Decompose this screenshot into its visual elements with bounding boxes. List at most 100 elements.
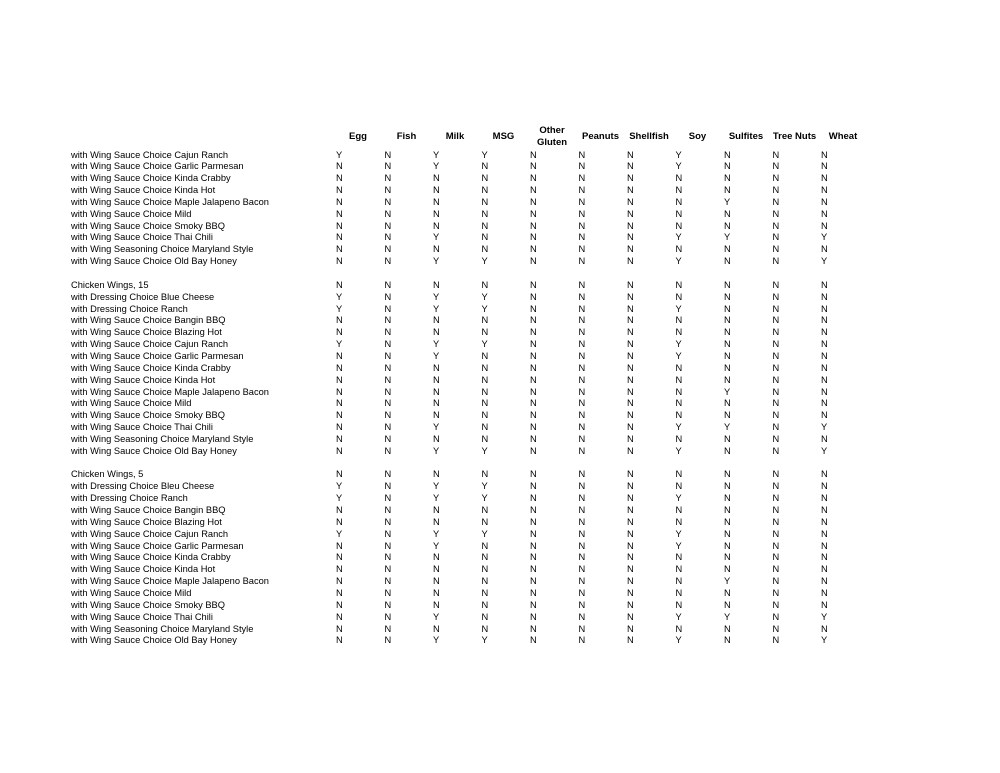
allergen-value: N bbox=[724, 398, 731, 409]
allergen-value: N bbox=[433, 279, 440, 290]
allergen-value: N bbox=[433, 505, 440, 515]
allergen-value: N bbox=[675, 386, 683, 397]
item-name: with Dressing Choice Bleu Cheese bbox=[71, 481, 215, 492]
allergen-value: Y bbox=[675, 540, 682, 551]
allergen-value: N bbox=[772, 564, 780, 575]
allergen-value: N bbox=[675, 244, 683, 255]
allergen-value: N bbox=[772, 433, 780, 444]
allergen-value: N bbox=[578, 362, 586, 373]
allergen-value: N bbox=[530, 374, 537, 385]
allergen-value: N bbox=[433, 208, 440, 219]
column-header: MSG bbox=[492, 131, 515, 142]
allergen-value: N bbox=[772, 303, 780, 314]
item-name: with Dressing Choice Ranch bbox=[71, 493, 188, 504]
allergen-value: Y bbox=[433, 635, 440, 646]
allergen-value: N bbox=[336, 516, 343, 527]
allergen-value: N bbox=[433, 552, 440, 563]
allergen-value: N bbox=[724, 564, 731, 575]
allergen-value: N bbox=[821, 185, 828, 196]
allergen-value: N bbox=[481, 161, 489, 172]
allergen-value: N bbox=[578, 469, 586, 480]
allergen-value: N bbox=[578, 232, 586, 243]
allergen-value: N bbox=[481, 587, 489, 598]
allergen-value: N bbox=[772, 339, 780, 350]
allergen-value: N bbox=[433, 433, 440, 444]
allergen-value: N bbox=[481, 516, 489, 527]
allergen-value: N bbox=[384, 173, 392, 184]
allergen-value: N bbox=[821, 161, 828, 172]
allergen-value: N bbox=[433, 244, 440, 255]
item-name: with Wing Sauce Choice Thai Chili bbox=[71, 422, 213, 433]
allergen-value: N bbox=[724, 362, 731, 373]
allergen-value: Y bbox=[433, 149, 440, 160]
allergen-value: N bbox=[384, 469, 392, 480]
allergen-value: N bbox=[724, 493, 731, 504]
allergen-value: N bbox=[530, 587, 537, 598]
allergen-value: N bbox=[821, 339, 828, 350]
allergen-value: N bbox=[772, 279, 780, 290]
allergen-value: Y bbox=[433, 339, 440, 350]
allergen-value: Y bbox=[821, 232, 828, 243]
allergen-value: Y bbox=[821, 611, 828, 622]
item-name: with Wing Sauce Choice Kinda Crabby bbox=[71, 173, 231, 184]
allergen-value: N bbox=[578, 445, 586, 456]
item-name: with Wing Sauce Choice Kinda Hot bbox=[71, 185, 216, 196]
allergen-value: N bbox=[627, 599, 634, 610]
allergen-value: N bbox=[578, 386, 586, 397]
allergen-value: N bbox=[384, 398, 392, 409]
allergen-value: Y bbox=[433, 291, 440, 302]
allergen-value: N bbox=[821, 433, 828, 444]
allergen-value: Y bbox=[481, 291, 488, 302]
allergen-value: N bbox=[675, 291, 683, 302]
allergen-value: N bbox=[433, 576, 440, 587]
allergen-value: N bbox=[724, 315, 731, 326]
allergen-value: N bbox=[433, 374, 440, 385]
allergen-value: N bbox=[821, 623, 828, 634]
item-name: with Wing Sauce Choice Bangin BBQ bbox=[71, 505, 226, 515]
allergen-value: N bbox=[384, 564, 392, 575]
allergen-value: N bbox=[433, 196, 440, 207]
allergen-value: N bbox=[336, 445, 343, 456]
allergen-value: N bbox=[772, 552, 780, 563]
allergen-value: Y bbox=[675, 256, 682, 267]
allergen-value: N bbox=[821, 398, 828, 409]
allergen-value: N bbox=[481, 564, 489, 575]
item-name: with Wing Sauce Choice Thai Chili bbox=[71, 232, 213, 243]
allergen-value: N bbox=[821, 481, 828, 492]
allergen-value: N bbox=[578, 587, 586, 598]
allergen-value: N bbox=[336, 232, 343, 243]
allergen-value: N bbox=[384, 516, 392, 527]
allergen-value: N bbox=[675, 505, 683, 515]
allergen-value: N bbox=[481, 611, 489, 622]
allergen-value: Y bbox=[433, 528, 440, 539]
allergen-value: N bbox=[772, 623, 780, 634]
allergen-value: N bbox=[675, 362, 683, 373]
item-name: with Wing Sauce Choice Maple Jalapeno Ba… bbox=[71, 196, 269, 207]
allergen-value: N bbox=[433, 410, 440, 421]
allergen-value: N bbox=[821, 505, 828, 515]
allergen-value: N bbox=[384, 374, 392, 385]
allergen-value: N bbox=[627, 481, 634, 492]
allergen-value: N bbox=[627, 469, 634, 480]
allergen-value: N bbox=[724, 587, 731, 598]
allergen-value: N bbox=[675, 587, 683, 598]
allergen-value: N bbox=[821, 469, 828, 480]
allergen-value: N bbox=[821, 220, 828, 231]
allergen-value: N bbox=[384, 422, 392, 433]
allergen-value: N bbox=[578, 350, 586, 361]
allergen-value: N bbox=[336, 433, 343, 444]
allergen-value: N bbox=[821, 587, 828, 598]
allergen-value: N bbox=[481, 386, 489, 397]
allergen-value: N bbox=[627, 422, 634, 433]
allergen-value: N bbox=[578, 552, 586, 563]
allergen-value: N bbox=[821, 291, 828, 302]
allergen-value: N bbox=[530, 256, 537, 267]
allergen-value: N bbox=[433, 315, 440, 326]
allergen-value: N bbox=[384, 220, 392, 231]
allergen-value: N bbox=[481, 599, 489, 610]
allergen-value: N bbox=[530, 315, 537, 326]
allergen-value: N bbox=[772, 149, 780, 160]
allergen-value: N bbox=[821, 599, 828, 610]
allergen-value: N bbox=[336, 185, 343, 196]
allergen-value: N bbox=[336, 315, 343, 326]
